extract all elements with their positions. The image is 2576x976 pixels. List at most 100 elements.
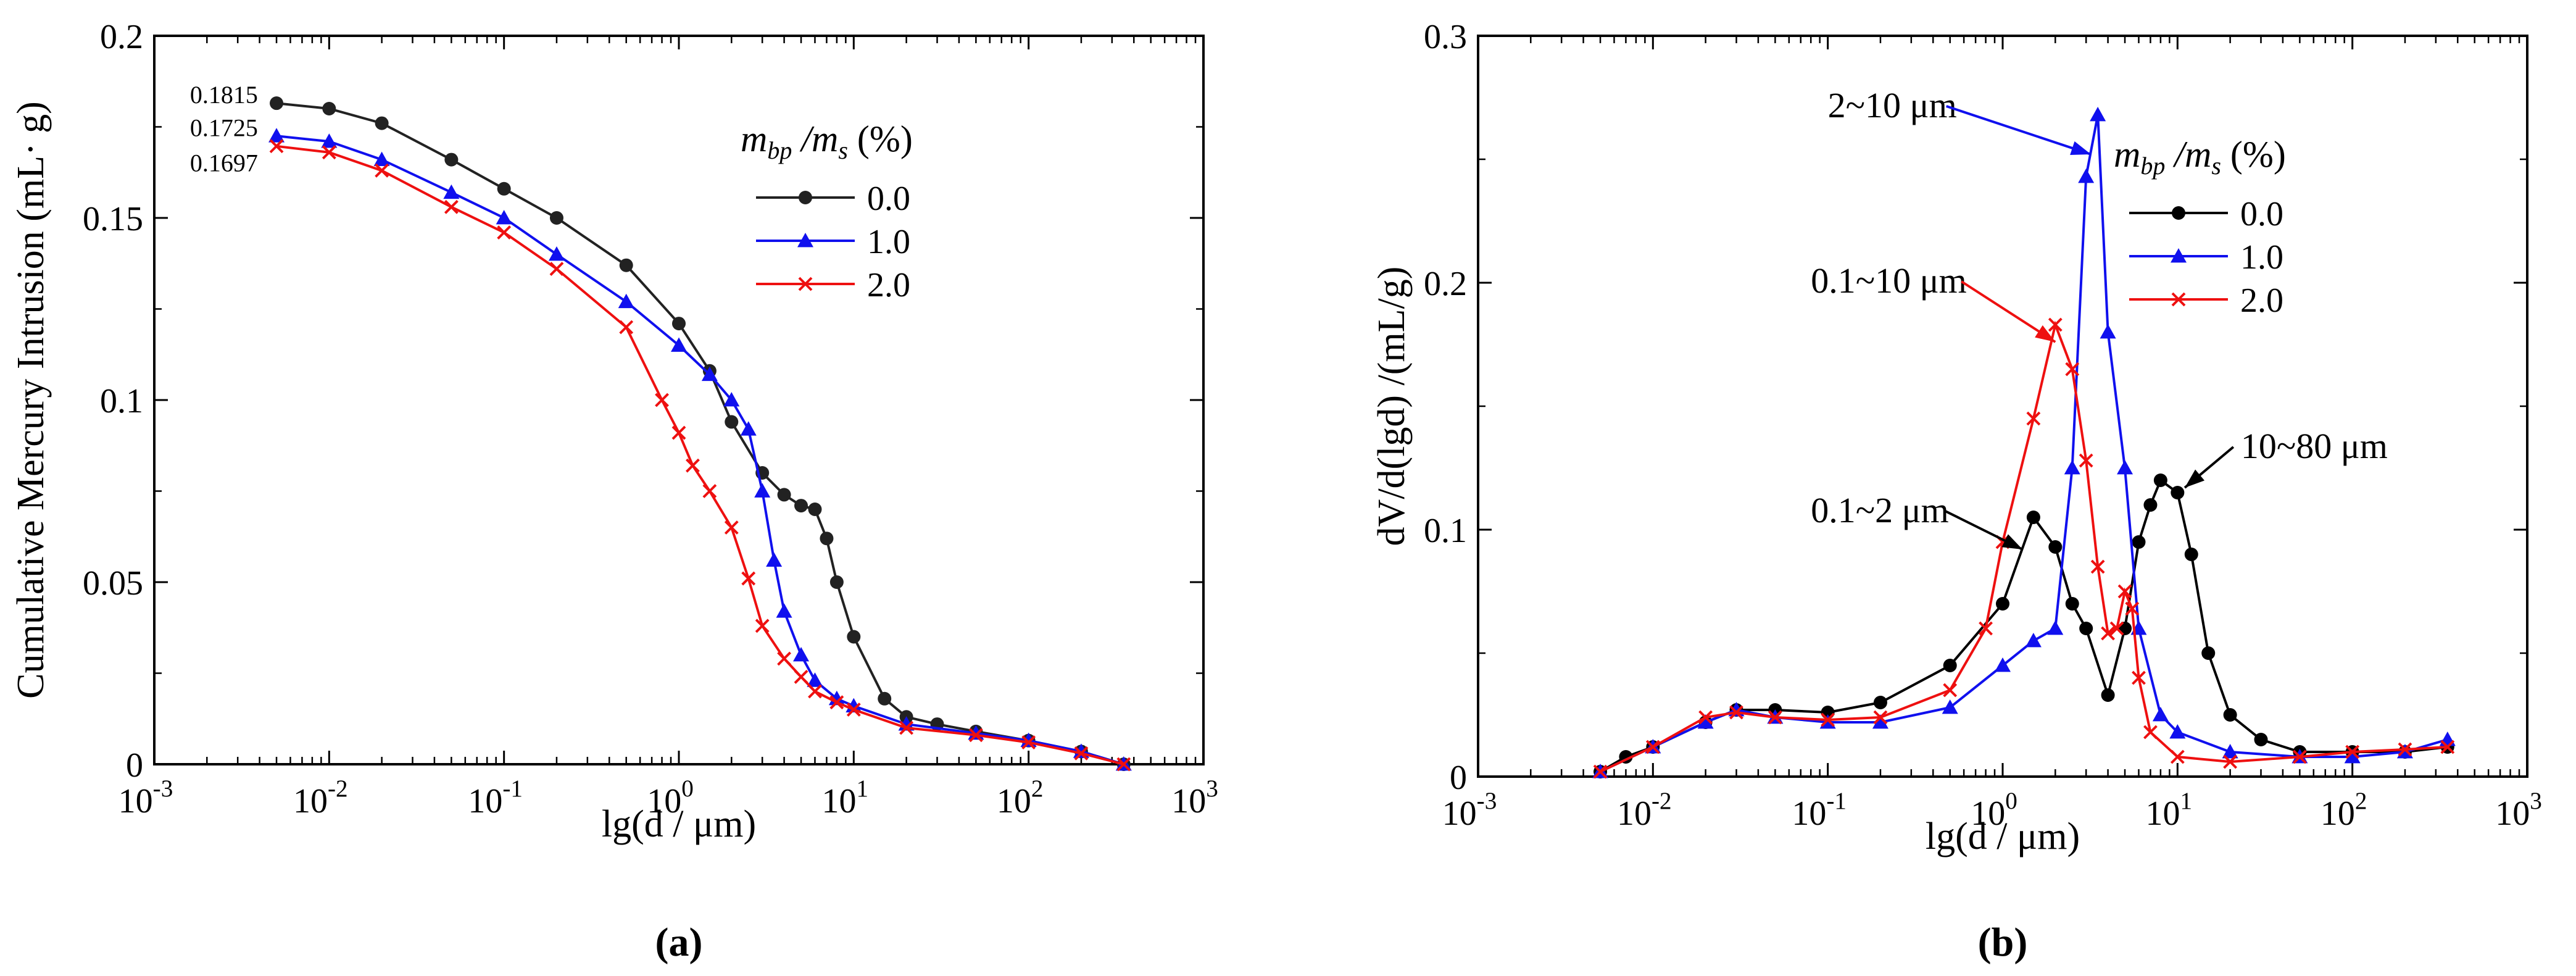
data-point	[2223, 708, 2237, 722]
data-point	[2026, 411, 2041, 426]
series-2.0	[269, 139, 1131, 772]
x-tick-label: 103	[1171, 775, 1218, 820]
data-point	[776, 603, 792, 618]
data-point	[269, 139, 284, 154]
data-point	[497, 225, 512, 240]
data-point	[1996, 597, 2009, 611]
data-point	[2201, 646, 2216, 660]
data-point	[2101, 688, 2115, 702]
data-point	[766, 552, 783, 567]
panel-label-b: (b)	[1978, 920, 2028, 965]
series-line	[1600, 320, 2448, 773]
data-point	[2065, 362, 2080, 377]
data-point	[808, 684, 822, 699]
x-tick-label: 10-2	[293, 775, 348, 820]
data-point	[2132, 535, 2146, 549]
legend-label: 0.0	[867, 180, 910, 218]
legend-label: 1.0	[867, 223, 910, 261]
data-point	[847, 630, 861, 644]
data-point	[2439, 732, 2456, 746]
annotation-label: 0.1697	[190, 149, 258, 177]
y-tick-label: 0.15	[83, 200, 143, 238]
annotation-arrowhead	[2001, 534, 2023, 549]
series-line	[276, 135, 1124, 765]
data-point	[1697, 714, 1714, 729]
data-point	[672, 317, 686, 331]
data-point	[741, 571, 756, 586]
data-point	[1593, 764, 1608, 779]
data-point	[2223, 754, 2238, 769]
data-point	[1943, 659, 1957, 672]
legend-title: mbp /ms (%)	[741, 119, 913, 164]
annotation-label: 0.1~10 μm	[1811, 261, 1967, 301]
x-tick-label: 103	[2495, 788, 2542, 833]
data-point	[2048, 540, 2063, 554]
data-point	[548, 246, 565, 261]
data-point	[2026, 511, 2040, 524]
data-point	[2143, 725, 2158, 740]
data-point	[2090, 107, 2106, 122]
data-point	[2169, 724, 2186, 739]
y-tick-label: 0	[126, 746, 143, 785]
y-axis-label-b: dV/d(lgd) /(mL/g)	[1371, 267, 1413, 546]
data-point	[373, 151, 390, 166]
data-point	[1768, 710, 1782, 725]
annotations-b: 2~10 μm 0.1~10 μm 0.1~2 μm 10~80 μm	[1811, 85, 2388, 551]
data-point	[794, 669, 808, 684]
data-point	[2047, 620, 2064, 635]
data-point	[322, 102, 336, 115]
data-point	[2117, 460, 2134, 475]
data-point	[1645, 740, 1660, 754]
data-point	[444, 199, 459, 214]
data-point	[794, 499, 808, 513]
series-line	[276, 102, 1124, 765]
y-tick-label: 0.2	[100, 18, 143, 56]
data-point	[1995, 657, 2011, 672]
annotation-arrowhead	[2035, 325, 2056, 342]
data-point	[846, 703, 861, 717]
data-point	[2344, 749, 2361, 764]
data-point	[2090, 559, 2105, 574]
data-point	[375, 163, 389, 178]
data-point	[497, 181, 511, 196]
data-point	[1943, 683, 1958, 698]
plot-frame-a	[153, 35, 1205, 765]
data-point	[444, 152, 459, 167]
legend-item-0.0: 0.0	[2129, 195, 2283, 233]
data-point	[619, 258, 633, 272]
data-point	[820, 532, 834, 546]
data-point	[2048, 317, 2063, 332]
legend-marker	[2171, 248, 2187, 263]
data-point	[2292, 749, 2307, 764]
data-point	[655, 393, 669, 407]
data-point	[1021, 735, 1036, 750]
annotation-arrowhead	[2070, 141, 2092, 155]
y-tick-label: 0.05	[83, 564, 143, 603]
data-point	[968, 728, 983, 743]
data-point	[755, 619, 770, 633]
legend-label: 2.0	[2240, 282, 2283, 320]
legend-label: 1.0	[2240, 238, 2283, 277]
y-tick-label: 0.1	[1424, 512, 1467, 550]
x-tick-label: 10-2	[1617, 788, 1672, 833]
data-point	[671, 337, 687, 352]
legend-marker	[799, 191, 812, 204]
data-point	[2101, 626, 2115, 641]
legend-marker	[798, 277, 813, 291]
legend-title: mbp /ms (%)	[2114, 134, 2286, 180]
data-point	[1698, 710, 1713, 725]
data-point	[549, 211, 563, 225]
x-axis-label-a: lg(d / μm)	[602, 803, 756, 845]
data-point	[686, 458, 700, 473]
data-point	[2152, 707, 2169, 722]
data-point	[375, 116, 389, 130]
data-point	[2254, 733, 2268, 746]
data-point	[1979, 621, 1993, 636]
data-point	[829, 695, 844, 710]
annotation-arrowhead	[2185, 469, 2205, 488]
data-point	[671, 425, 686, 440]
data-point	[2184, 548, 2198, 561]
data-point	[618, 293, 634, 309]
